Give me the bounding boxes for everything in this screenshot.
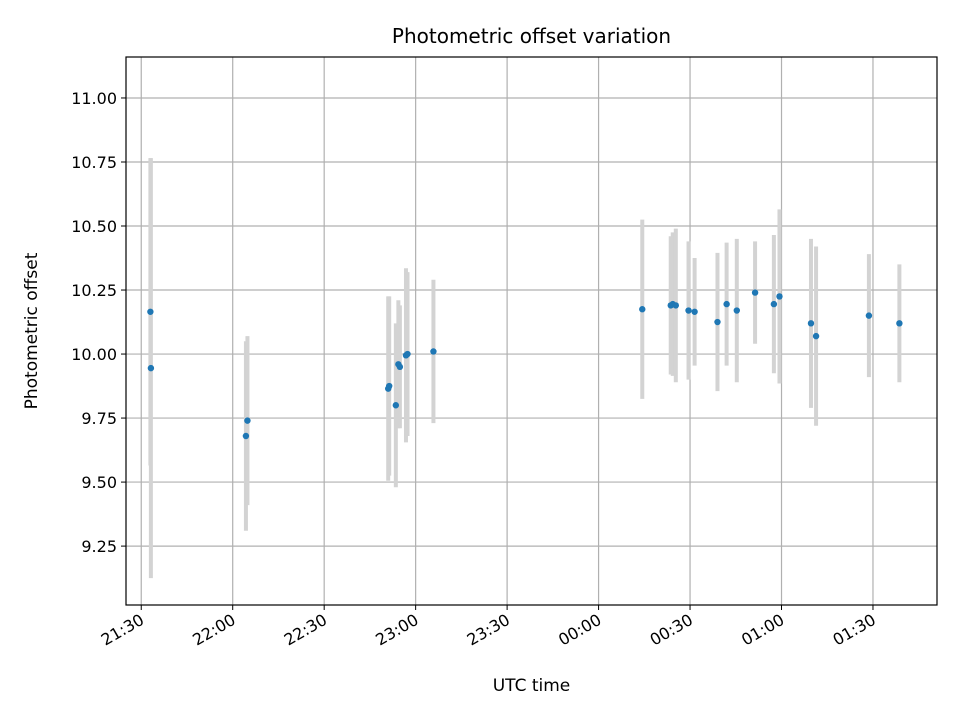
data-point bbox=[685, 307, 692, 314]
data-point bbox=[691, 308, 698, 315]
data-point bbox=[392, 402, 400, 409]
data-point bbox=[751, 289, 759, 296]
data-point bbox=[386, 382, 393, 390]
data-point bbox=[776, 293, 783, 300]
data-point bbox=[147, 308, 154, 315]
data-point bbox=[672, 302, 680, 309]
chart-title: Photometric offset variation bbox=[392, 24, 671, 48]
data-point bbox=[242, 432, 250, 440]
y-tick-label: 9.25 bbox=[81, 537, 117, 556]
y-tick-label: 10.75 bbox=[71, 153, 117, 172]
data-point bbox=[430, 348, 437, 355]
axis-ticks: 21:30 22:00 22:30 23:00 23:30 00:00 00:30 01:00… bbox=[71, 89, 879, 650]
data-point bbox=[770, 300, 778, 308]
data-point bbox=[147, 364, 155, 372]
data-point bbox=[244, 417, 251, 424]
plot-area-frame bbox=[125, 56, 938, 606]
y-tick-label: 10.25 bbox=[71, 281, 117, 300]
data-point bbox=[733, 307, 740, 314]
y-tick-label: 10.50 bbox=[71, 217, 117, 236]
data-points bbox=[147, 289, 903, 440]
y-tick-label: 9.50 bbox=[81, 473, 117, 492]
data-point bbox=[714, 318, 721, 326]
x-axis-title: UTC time bbox=[493, 676, 571, 696]
y-tick-label: 11.00 bbox=[71, 89, 117, 108]
y-tick-label: 10.00 bbox=[71, 345, 117, 364]
grid-lines bbox=[126, 57, 937, 605]
data-point bbox=[639, 306, 646, 313]
y-axis-title: Photometric offset bbox=[22, 252, 42, 409]
data-point bbox=[812, 332, 820, 340]
data-point bbox=[865, 312, 873, 319]
data-point bbox=[896, 320, 903, 327]
data-point bbox=[396, 363, 404, 371]
y-tick-label: 9.75 bbox=[81, 409, 117, 428]
data-point bbox=[723, 300, 730, 308]
data-point bbox=[404, 350, 411, 358]
data-point bbox=[807, 320, 815, 327]
